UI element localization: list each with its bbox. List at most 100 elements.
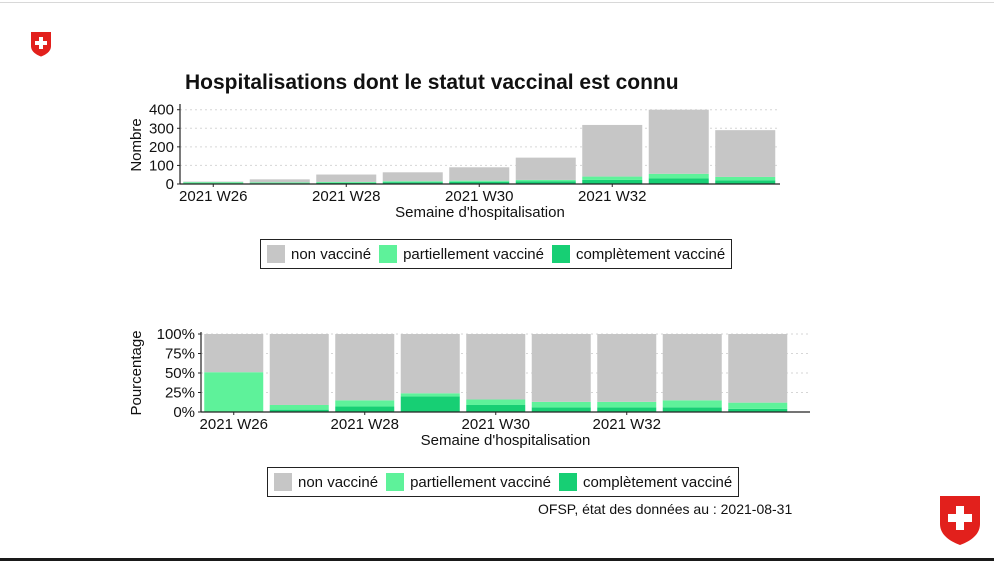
y-tick-label: 200 <box>149 139 174 156</box>
y-axis-title: Pourcentage <box>128 330 145 415</box>
bar-non_vaccine <box>449 167 510 181</box>
y-tick-label: 75% <box>165 346 195 363</box>
legend-label-complet: complètement vacciné <box>582 473 733 491</box>
top-divider <box>0 2 994 3</box>
legend-label-partiel: partiellement vacciné <box>410 473 551 491</box>
legend-bottom: non vacciné partiellement vacciné complè… <box>267 467 740 497</box>
x-tick-label: 2021 W32 <box>593 416 661 433</box>
legend-item-non-vaccine: non vacciné <box>274 473 378 491</box>
legend-item-partiel: partiellement vacciné <box>379 245 544 263</box>
y-tick-label: 400 <box>149 102 174 119</box>
x-tick-label: 2021 W26 <box>200 416 268 433</box>
bar-non_vaccine <box>183 181 244 183</box>
bar-partiel <box>466 399 526 405</box>
legend-item-partiel: partiellement vacciné <box>386 473 551 491</box>
bar-partiel <box>597 401 657 408</box>
bar-partiel <box>449 180 510 182</box>
legend-swatch-non-vaccine <box>267 245 285 263</box>
y-tick-label: 100 <box>149 157 174 174</box>
bar-complet <box>648 178 709 184</box>
legend-swatch-complet <box>551 245 570 263</box>
x-tick-label: 2021 W28 <box>331 416 399 433</box>
bar-complet <box>515 181 576 184</box>
legend-swatch-partiel <box>386 473 405 491</box>
y-tick-label: 100% <box>157 326 195 343</box>
bar-non_vaccine <box>515 157 576 180</box>
bar-partiel <box>662 400 722 408</box>
y-axis-title: Nombre <box>128 118 145 171</box>
legend-swatch-complet <box>558 473 577 491</box>
bar-partiel <box>400 393 460 397</box>
bar-complet <box>662 407 722 412</box>
legend-label-complet: complètement vacciné <box>575 245 726 263</box>
bar-complet <box>597 407 657 412</box>
hospitalisations-percent-chart: 0% 25% 50% 75% 100% 2021 W26 2021 W28 2021 W30 2… <box>128 326 810 449</box>
bar-non_vaccine <box>715 130 776 177</box>
bar-non_vaccine <box>335 334 395 401</box>
y-tick-label: 300 <box>149 120 174 137</box>
bar-partiel <box>648 173 709 179</box>
bar-partiel <box>531 401 591 408</box>
bar-complet <box>449 181 510 184</box>
bottom-divider <box>0 558 994 561</box>
y-tick-label: 0% <box>173 404 195 421</box>
bar-non_vaccine <box>531 334 591 402</box>
bar-partiel <box>316 181 377 183</box>
x-axis-title: Semaine d'hospitalisation <box>421 432 591 449</box>
x-tick-label: 2021 W28 <box>312 188 380 205</box>
bar-complet <box>335 406 395 412</box>
y-tick-label: 0 <box>166 176 174 193</box>
legend-label-non-vaccine: non vacciné <box>291 245 372 263</box>
bar-non_vaccine <box>582 124 643 177</box>
bar-partiel <box>249 182 310 184</box>
bar-non_vaccine <box>728 334 788 403</box>
bar-non_vaccine <box>466 334 526 400</box>
x-tick-label: 2021 W30 <box>445 188 513 205</box>
bar-non_vaccine <box>648 109 709 174</box>
bar-complet <box>582 179 643 184</box>
bar-partiel <box>335 400 395 407</box>
bar-partiel <box>582 176 643 180</box>
legend-swatch-partiel <box>379 245 398 263</box>
legend-top: non vacciné partiellement vacciné complè… <box>260 239 733 269</box>
bar-complet <box>466 404 526 412</box>
legend-item-complet: complètement vacciné <box>558 473 733 491</box>
chart-title: Hospitalisations dont le statut vaccinal… <box>185 71 679 94</box>
legend-item-complet: complètement vacciné <box>551 245 726 263</box>
bar-complet <box>269 409 329 412</box>
legend-swatch-non-vaccine <box>274 473 292 491</box>
x-axis-title: Semaine d'hospitalisation <box>395 204 565 221</box>
x-tick-label: 2021 W30 <box>462 416 530 433</box>
bar-partiel <box>515 179 576 182</box>
x-tick-label: 2021 W26 <box>179 188 247 205</box>
bar-complet <box>728 408 788 412</box>
bar-non_vaccine <box>400 334 460 394</box>
legend-label-partiel: partiellement vacciné <box>403 245 544 263</box>
bar-complet <box>382 182 443 184</box>
source-note: OFSP, état des données au : 2021-08-31 <box>538 501 793 517</box>
bar-non_vaccine <box>249 179 310 183</box>
swiss-cross-shield-icon <box>31 32 51 57</box>
bar-partiel <box>183 182 244 184</box>
bar-non_vaccine <box>597 334 657 402</box>
bar-partiel <box>715 176 776 181</box>
bar-non_vaccine <box>382 172 443 182</box>
bar-non_vaccine <box>316 174 377 182</box>
bar-partiel <box>382 181 443 183</box>
bar-complet <box>400 396 460 412</box>
legend-label-non-vaccine: non vacciné <box>298 473 379 491</box>
bar-non_vaccine <box>204 334 264 373</box>
y-tick-label: 25% <box>165 385 195 402</box>
bar-partiel <box>728 402 788 409</box>
legend-item-non-vaccine: non vacciné <box>267 245 371 263</box>
bar-partiel <box>269 404 329 410</box>
bar-complet <box>715 180 776 184</box>
x-tick-label: 2021 W32 <box>578 188 646 205</box>
bar-complet <box>531 407 591 412</box>
bar-non_vaccine <box>662 334 722 401</box>
bar-non_vaccine <box>269 334 329 405</box>
bar-partiel <box>204 372 264 412</box>
swiss-cross-shield-icon <box>940 496 980 545</box>
y-tick-label: 50% <box>165 365 195 382</box>
